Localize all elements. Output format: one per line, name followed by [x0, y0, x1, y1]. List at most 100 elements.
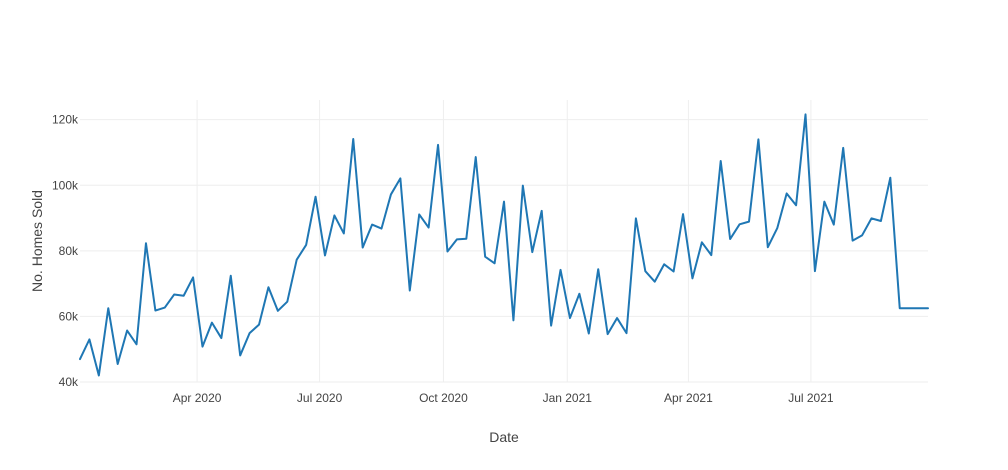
data-point[interactable] — [897, 305, 903, 311]
data-point[interactable] — [492, 260, 498, 266]
data-point[interactable] — [689, 275, 695, 281]
data-point[interactable] — [774, 225, 780, 231]
data-point[interactable] — [350, 136, 356, 142]
data-point[interactable] — [595, 266, 601, 272]
data-point[interactable] — [727, 236, 733, 242]
data-point[interactable] — [925, 305, 931, 311]
data-point[interactable] — [746, 219, 752, 225]
y-axis-ticks: 40k 60k 80k 100k 120k — [52, 113, 79, 389]
data-point[interactable] — [190, 274, 196, 280]
data-point[interactable] — [313, 194, 319, 200]
data-point[interactable] — [256, 322, 262, 328]
data-point[interactable] — [803, 111, 809, 117]
data-point[interactable] — [247, 330, 253, 336]
data-point[interactable] — [388, 191, 394, 197]
data-point[interactable] — [680, 211, 686, 217]
data-point[interactable] — [784, 190, 790, 196]
data-point[interactable] — [416, 211, 422, 217]
data-point[interactable] — [482, 254, 488, 260]
data-point[interactable] — [576, 291, 582, 297]
data-point[interactable] — [708, 252, 714, 258]
data-point[interactable] — [407, 288, 413, 294]
data-point[interactable] — [209, 320, 215, 326]
data-point[interactable] — [840, 145, 846, 151]
data-point[interactable] — [671, 269, 677, 275]
data-point[interactable] — [633, 215, 639, 221]
data-point[interactable] — [737, 221, 743, 227]
data-point[interactable] — [916, 305, 922, 311]
data-point[interactable] — [105, 305, 111, 311]
data-point[interactable] — [77, 356, 83, 362]
data-point[interactable] — [152, 308, 158, 314]
data-point[interactable] — [755, 136, 761, 142]
data-point[interactable] — [623, 330, 629, 336]
data-point[interactable] — [379, 226, 385, 232]
data-point[interactable] — [360, 245, 366, 251]
data-point[interactable] — [868, 215, 874, 221]
x-tick-label: Apr 2020 — [173, 391, 222, 405]
data-point[interactable] — [96, 372, 102, 378]
data-point[interactable] — [228, 273, 234, 279]
data-point[interactable] — [369, 222, 375, 228]
data-point[interactable] — [322, 252, 328, 258]
data-point[interactable] — [143, 240, 149, 246]
data-point[interactable] — [134, 341, 140, 347]
data-point[interactable] — [793, 202, 799, 208]
series-line[interactable] — [79, 113, 929, 377]
data-point[interactable] — [284, 299, 290, 305]
data-point[interactable] — [520, 183, 526, 189]
x-axis-ticks: Apr 2020 Jul 2020 Oct 2020 Jan 2021 Apr 2021… — [173, 391, 834, 405]
data-point[interactable] — [850, 238, 856, 244]
data-point[interactable] — [265, 284, 271, 290]
data-point[interactable] — [426, 225, 432, 231]
data-point[interactable] — [124, 328, 130, 334]
data-point[interactable] — [510, 317, 516, 323]
data-point[interactable] — [218, 335, 224, 341]
data-point[interactable] — [237, 352, 243, 358]
data-point[interactable] — [463, 236, 469, 242]
data-point[interactable] — [115, 361, 121, 367]
data-point[interactable] — [887, 175, 893, 181]
data-point[interactable] — [812, 268, 818, 274]
data-point[interactable] — [859, 232, 865, 238]
data-point[interactable] — [539, 208, 545, 214]
data-point[interactable] — [331, 212, 337, 218]
data-point[interactable] — [614, 315, 620, 321]
data-point[interactable] — [454, 236, 460, 242]
data-point[interactable] — [821, 199, 827, 205]
data-point[interactable] — [529, 249, 535, 255]
data-point[interactable] — [831, 222, 837, 228]
data-point[interactable] — [171, 291, 177, 297]
data-point[interactable] — [567, 315, 573, 321]
data-point[interactable] — [558, 267, 564, 273]
y-tick-label: 60k — [59, 309, 79, 323]
data-point[interactable] — [878, 218, 884, 224]
data-point[interactable] — [181, 293, 187, 299]
data-point[interactable] — [294, 257, 300, 263]
data-point[interactable] — [162, 305, 168, 311]
data-point[interactable] — [341, 230, 347, 236]
data-point[interactable] — [86, 336, 92, 342]
data-point[interactable] — [718, 158, 724, 164]
x-tick-label: Apr 2021 — [664, 391, 713, 405]
data-point[interactable] — [642, 268, 648, 274]
data-point[interactable] — [435, 142, 441, 148]
data-point[interactable] — [548, 323, 554, 329]
data-point[interactable] — [444, 248, 450, 254]
data-point[interactable] — [586, 330, 592, 336]
data-point[interactable] — [765, 244, 771, 250]
data-point[interactable] — [605, 331, 611, 337]
series-layer — [77, 111, 931, 378]
data-point[interactable] — [906, 305, 912, 311]
y-tick-label: 40k — [59, 375, 79, 389]
data-point[interactable] — [473, 154, 479, 160]
data-point[interactable] — [303, 242, 309, 248]
data-point[interactable] — [275, 308, 281, 314]
data-point[interactable] — [699, 239, 705, 245]
data-point[interactable] — [199, 344, 205, 350]
data-point[interactable] — [661, 261, 667, 267]
data-point[interactable] — [501, 199, 507, 205]
data-point[interactable] — [397, 175, 403, 181]
data-point[interactable] — [652, 279, 658, 285]
